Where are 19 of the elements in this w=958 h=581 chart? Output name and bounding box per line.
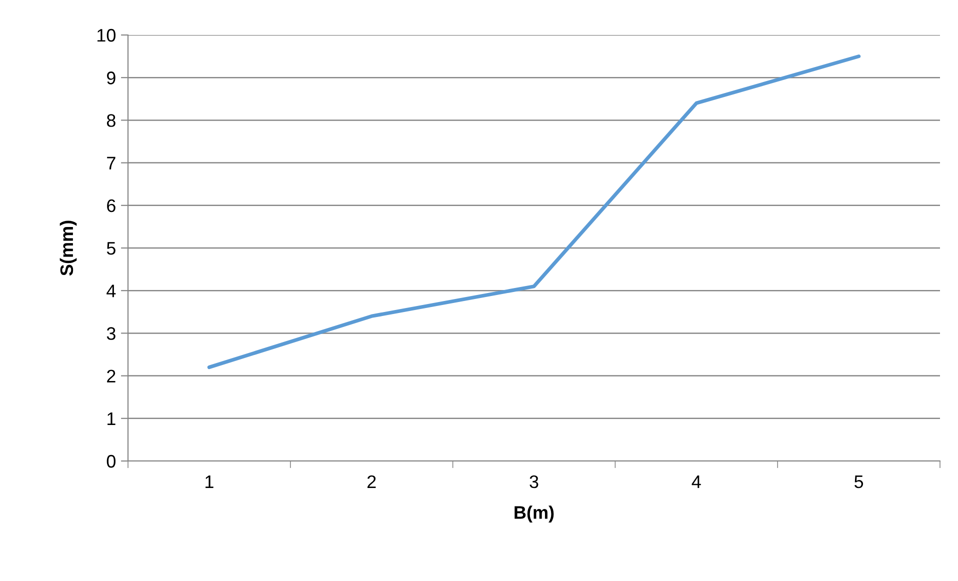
y-tick-label: 10 <box>97 28 116 42</box>
x-tick-label: 4 <box>692 476 701 488</box>
y-axis-title: S(mm) <box>60 220 77 276</box>
y-tick-label: 5 <box>106 242 116 255</box>
y-tick-label: 4 <box>106 284 116 298</box>
y-tick-label: 7 <box>107 156 116 170</box>
y-tick-label: 6 <box>107 199 116 212</box>
x-tick-label: 3 <box>530 475 538 488</box>
x-tick-label: 2 <box>367 475 376 488</box>
x-tick-label: 5 <box>854 476 864 488</box>
x-axis-title: B(m) <box>514 506 554 522</box>
line-series <box>207 54 861 370</box>
y-tick-label: 2 <box>107 370 116 382</box>
y-tick-label: 0 <box>106 454 116 468</box>
y-tick-label: 1 <box>108 412 116 425</box>
y-tick-label: 3 <box>106 327 116 340</box>
y-tick-label: 8 <box>106 114 116 127</box>
x-tick-label: 1 <box>206 476 214 488</box>
y-tick-label: 9 <box>107 72 116 84</box>
